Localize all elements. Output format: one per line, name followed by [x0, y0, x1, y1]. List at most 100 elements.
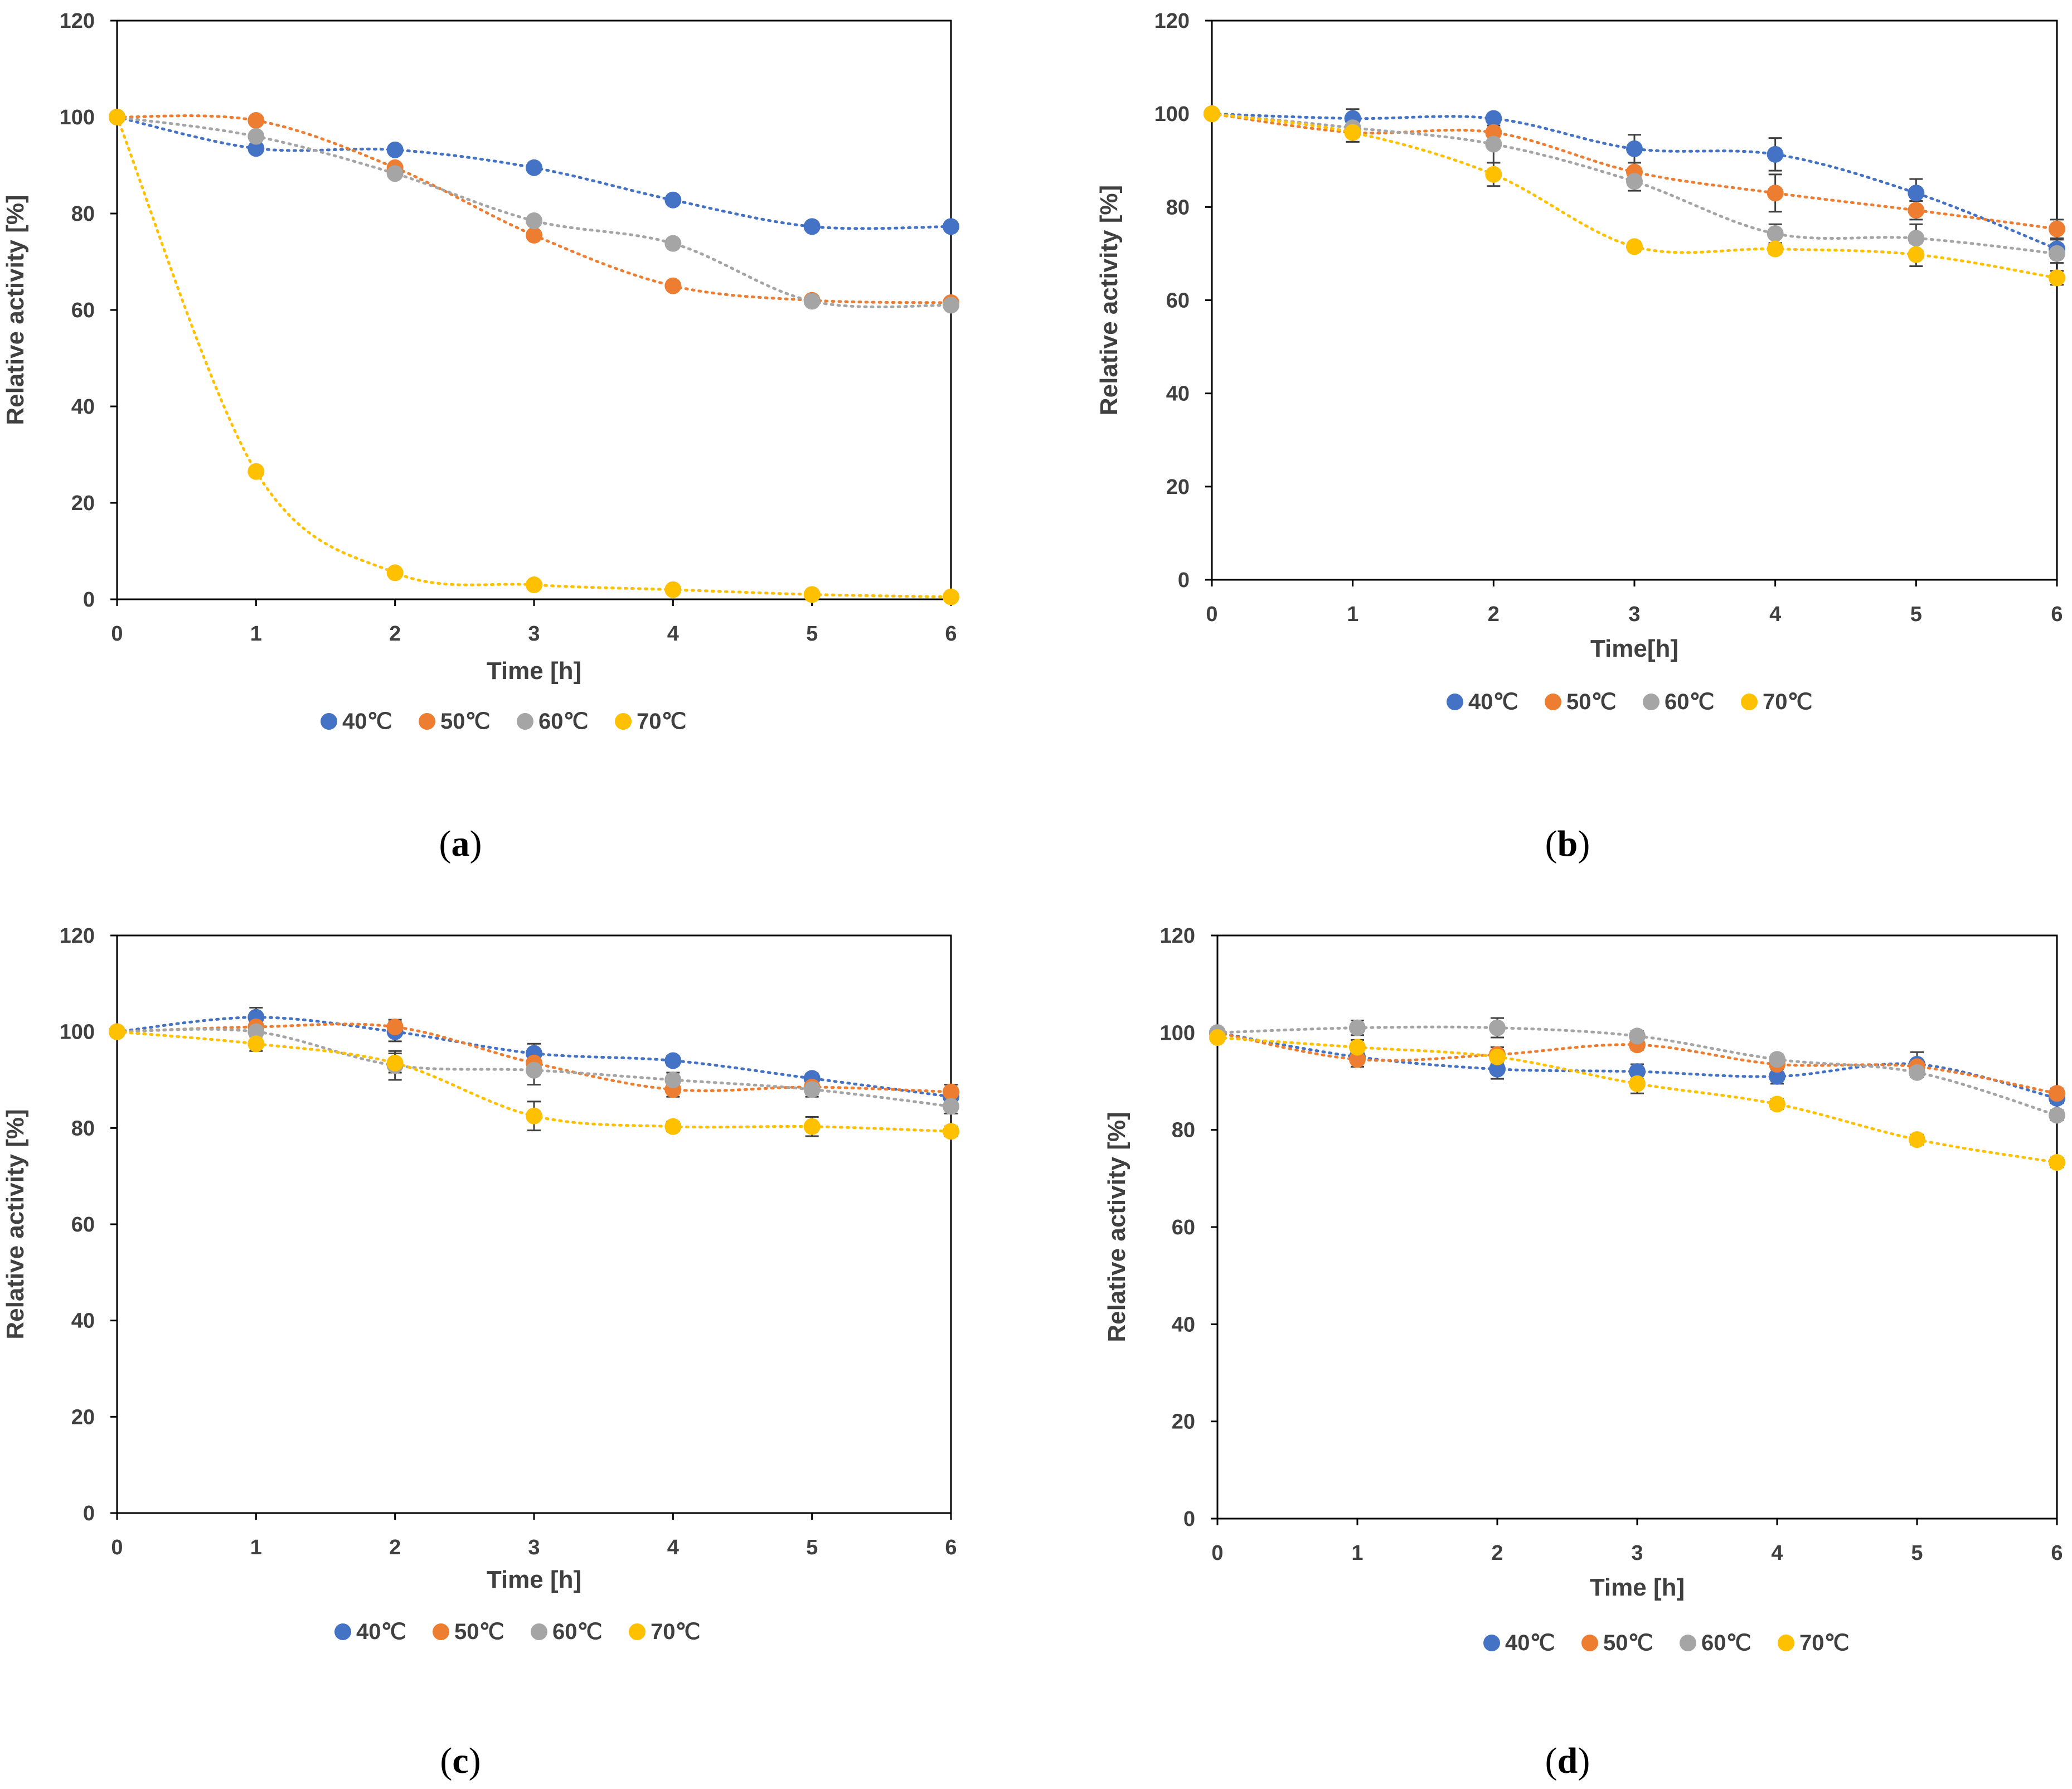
y-tick-label: 20: [1172, 1410, 1195, 1434]
y-axis-title: Relative activity [%]: [1095, 185, 1123, 415]
data-point-60C: [386, 165, 404, 182]
data-point-70C: [1344, 124, 1361, 141]
legend-marker: [629, 1623, 646, 1640]
x-tick-label: 1: [250, 622, 262, 646]
data-point-40C: [1489, 1060, 1506, 1078]
data-point-50C: [1349, 1051, 1366, 1068]
data-point-70C: [2049, 269, 2065, 287]
y-tick-label: 120: [1160, 924, 1195, 948]
x-axis-title: Time [h]: [487, 657, 581, 685]
data-point-60C: [803, 1081, 821, 1098]
data-point-60C: [526, 212, 542, 229]
x-axis-title: Time [h]: [487, 1566, 581, 1593]
legend-label: 50℃: [1603, 1631, 1653, 1655]
data-point-60C: [1485, 135, 1502, 153]
data-point-70C: [943, 1123, 959, 1140]
y-tick-label: 80: [1166, 196, 1190, 219]
x-tick-label: 4: [667, 1536, 679, 1559]
chart-panel-a: 0 20 40 60 80 100 120 0 1 2 3 4 5 6 Time [h] Relative a…: [2, 9, 959, 734]
x-tick-label: 0: [111, 622, 123, 646]
data-point-50C: [2049, 1085, 2065, 1102]
chart-panel-b: 0 20 40 60 80 100 120 0 1 2 3 4 5 6 Time[h] Relative ac…: [1095, 9, 2065, 714]
y-tick-label: 100: [60, 106, 95, 129]
data-point-50C: [1908, 202, 1925, 219]
y-tick-label: 20: [71, 492, 95, 515]
data-point-70C: [1767, 240, 1784, 258]
data-point-70C: [1909, 1131, 1925, 1148]
y-tick-label: 0: [83, 588, 95, 612]
data-point-60C: [1769, 1051, 1785, 1068]
legend-label: 40℃: [356, 1620, 406, 1644]
legend-label: 70℃: [1763, 690, 1812, 714]
data-point-50C: [943, 1083, 959, 1100]
y-tick-label: 40: [71, 1310, 95, 1333]
data-point-70C: [2049, 1154, 2065, 1171]
y-tick-label: 120: [60, 9, 95, 33]
data-point-70C: [109, 1023, 125, 1040]
data-point-60C: [1908, 230, 1925, 247]
data-point-40C: [248, 140, 265, 157]
data-point-70C: [803, 1118, 821, 1135]
legend-marker: [1447, 694, 1463, 710]
legend-label: 40℃: [1468, 690, 1518, 714]
data-point-50C: [664, 277, 682, 294]
x-tick-label: 2: [1491, 1541, 1503, 1565]
legend-marker: [1581, 1635, 1598, 1651]
legend-marker: [419, 713, 435, 730]
legend-marker: [1483, 1635, 1500, 1651]
data-point-40C: [803, 218, 821, 235]
y-tick-label: 60: [1166, 289, 1190, 313]
trendline-70C: [115, 115, 953, 599]
x-tick-label: 0: [1206, 603, 1217, 626]
legend-label: 60℃: [538, 709, 588, 734]
x-tick-label: 3: [1628, 603, 1640, 626]
data-point-70C: [943, 588, 959, 605]
data-point-70C: [664, 581, 682, 598]
x-tick-label: 0: [111, 1536, 123, 1559]
legend-marker: [1545, 694, 1561, 710]
data-point-70C: [1489, 1048, 1506, 1065]
trendline-50C: [115, 114, 953, 304]
panel-label-b: (b): [1545, 823, 1590, 864]
y-tick-label: 100: [1160, 1021, 1195, 1045]
x-tick-label: 4: [1771, 1541, 1783, 1565]
x-tick-label: 5: [806, 1536, 818, 1559]
y-tick-label: 100: [1154, 103, 1190, 126]
data-point-50C: [1767, 185, 1784, 202]
y-tick-label: 40: [71, 395, 95, 419]
x-tick-label: 3: [528, 1536, 540, 1559]
plot-frame: [1216, 934, 2058, 1520]
legend-label: 40℃: [342, 709, 392, 734]
x-tick-label: 3: [1631, 1541, 1643, 1565]
y-tick-label: 60: [1172, 1216, 1195, 1239]
y-tick-label: 120: [60, 924, 95, 948]
x-tick-label: 4: [1769, 603, 1781, 626]
data-point-70C: [1908, 246, 1925, 263]
data-point-70C: [109, 109, 125, 125]
y-tick-label: 20: [71, 1405, 95, 1429]
x-tick-label: 6: [945, 1536, 957, 1559]
y-tick-label: 80: [1172, 1119, 1195, 1142]
data-point-50C: [1485, 124, 1502, 141]
x-tick-label: 1: [1351, 1541, 1363, 1565]
data-point-60C: [943, 1098, 959, 1115]
data-point-60C: [2049, 245, 2065, 262]
x-tick-label: 6: [2051, 603, 2063, 626]
data-point-70C: [1485, 166, 1502, 183]
x-tick-label: 5: [1910, 603, 1922, 626]
data-point-40C: [664, 191, 682, 209]
data-point-70C: [248, 1035, 265, 1053]
data-point-60C: [248, 128, 265, 145]
data-point-60C: [1349, 1019, 1366, 1036]
data-point-40C: [1767, 146, 1784, 163]
legend-marker: [615, 713, 632, 730]
legend-marker: [1680, 1635, 1696, 1651]
plot-frame: [116, 934, 952, 1514]
data-point-70C: [1629, 1075, 1646, 1092]
legend-label: 70℃: [637, 709, 686, 734]
data-point-70C: [248, 463, 265, 480]
y-tick-label: 120: [1154, 9, 1190, 33]
data-point-70C: [1209, 1029, 1226, 1046]
y-tick-label: 60: [71, 299, 95, 322]
